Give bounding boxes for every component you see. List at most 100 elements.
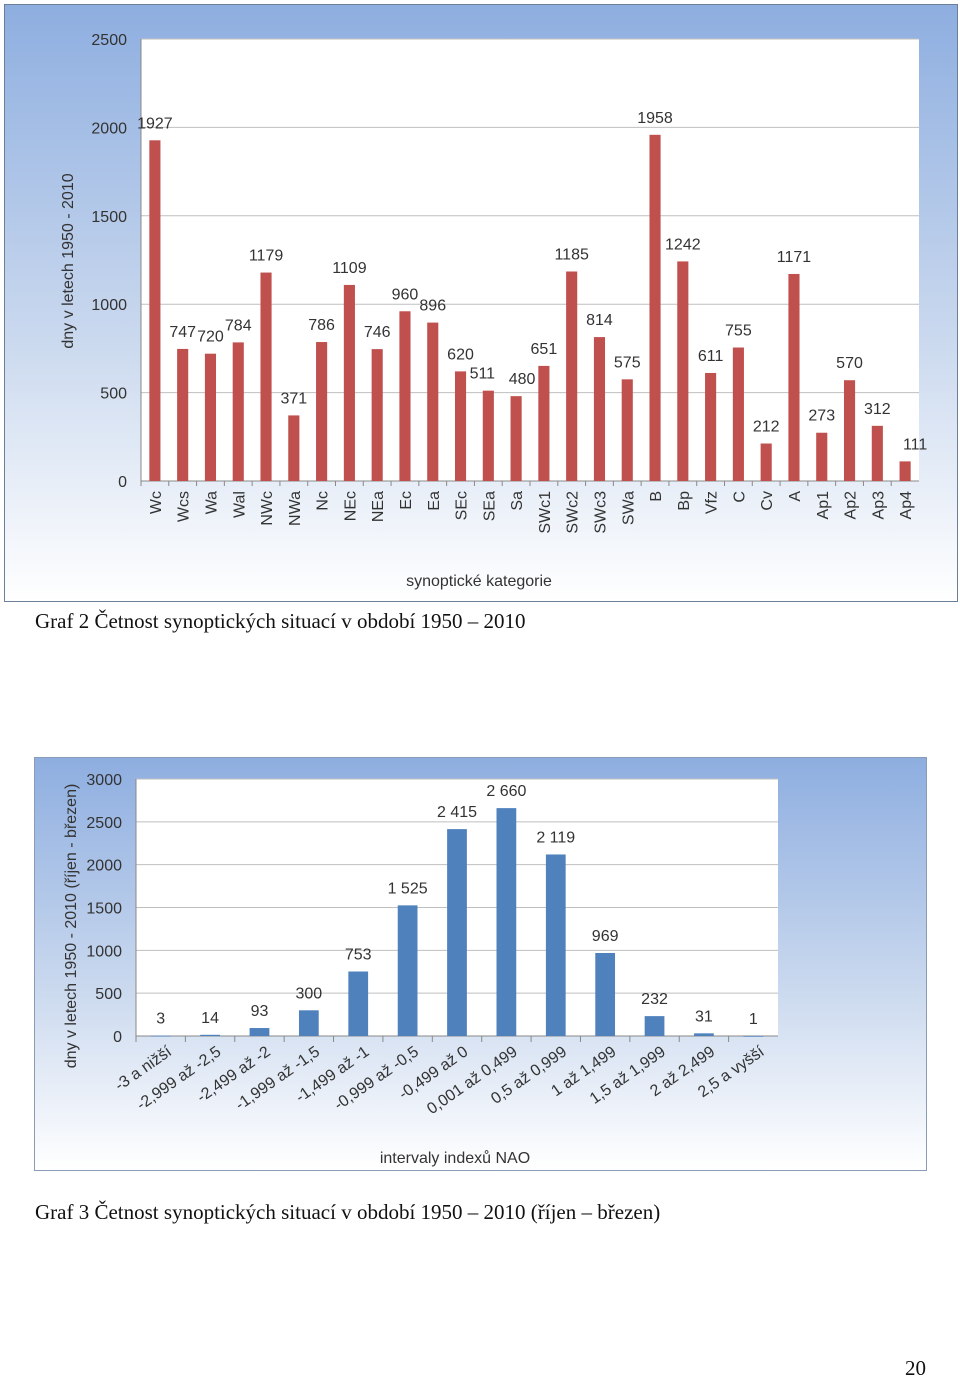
nao-index-chart: 0 500 1000 1500 2000 2500 3000 3 14 93 300 753 1 52… [34, 757, 927, 1171]
data-label: 480 [509, 371, 536, 388]
y-tick-label: 2000 [91, 120, 127, 137]
bar [427, 322, 439, 481]
data-label: 31 [695, 1008, 713, 1025]
bar [482, 390, 494, 481]
data-label: 814 [586, 312, 613, 329]
bar [260, 272, 272, 481]
data-label: 1171 [777, 249, 812, 266]
y-tick-label: 2500 [86, 815, 122, 832]
x-tick-label: Wal [231, 491, 248, 518]
chart-svg-nao: 0 500 1000 1500 2000 2500 3000 3 14 93 300 753 1 52… [35, 758, 926, 1170]
x-tick-label: Ap4 [898, 491, 915, 520]
x-tick-label: Ap3 [870, 491, 887, 520]
x-tick-label: Ap2 [843, 491, 860, 520]
data-label: 784 [225, 317, 252, 334]
bar [298, 1010, 319, 1036]
bar [694, 1033, 714, 1036]
data-label: 93 [251, 1003, 269, 1020]
data-label: 575 [614, 354, 641, 371]
data-label: 755 [725, 323, 752, 340]
bar [149, 140, 161, 481]
y-tick-label: 1500 [86, 901, 122, 918]
y-tick-label: 500 [95, 986, 122, 1003]
x-tick-label: A [787, 491, 804, 502]
x-tick-label: Wc [148, 491, 165, 514]
bar [843, 380, 856, 481]
y-tick-label: 2000 [86, 858, 122, 875]
data-label: 896 [419, 298, 446, 315]
data-label: 2 415 [437, 804, 477, 821]
bar [496, 808, 517, 1036]
bar [249, 1028, 270, 1036]
data-label: 232 [641, 991, 668, 1008]
y-tick-label: 1500 [91, 209, 127, 226]
page-number: 20 [905, 1356, 926, 1380]
data-label: 1 [749, 1011, 758, 1028]
x-tick-label: SEc [454, 491, 471, 520]
data-label: 1185 [554, 246, 589, 263]
bar [316, 342, 328, 481]
y-tick-label: 500 [100, 386, 127, 403]
data-label: 14 [201, 1010, 219, 1027]
bar [595, 952, 616, 1036]
bar [899, 461, 911, 481]
data-label: 1179 [249, 248, 284, 265]
bar [649, 134, 661, 481]
data-label: 511 [470, 366, 496, 383]
bar [593, 337, 606, 481]
y-tick-label: 3000 [86, 772, 122, 789]
x-tick-label: SWc3 [592, 491, 609, 534]
data-label: 312 [864, 401, 891, 418]
x-tick-label: Ea [426, 491, 443, 511]
x-tick-label: NEa [370, 491, 387, 522]
data-label: 300 [295, 985, 322, 1002]
data-label: 371 [280, 390, 307, 407]
x-tick-label: SWa [620, 491, 637, 525]
x-tick-label: C [731, 491, 748, 503]
data-label: 969 [592, 928, 619, 945]
bar [732, 347, 744, 481]
data-label: 611 [698, 348, 724, 365]
data-label: 2 119 [536, 829, 575, 846]
data-label: 747 [169, 324, 196, 341]
x-tick-label: Ap1 [815, 491, 832, 520]
bar [348, 971, 369, 1036]
bar [644, 1016, 665, 1036]
data-label: 3 [156, 1011, 165, 1028]
x-tick-label: NEc [342, 491, 359, 521]
bar [566, 271, 578, 481]
x-tick-label: Wa [203, 491, 220, 515]
synoptic-frequency-chart: 0 500 1000 1500 2000 2500 1927 747 720 784 1179 37… [4, 4, 958, 602]
bar [621, 379, 633, 481]
data-label: 651 [531, 341, 558, 358]
x-tick-label: NWa [287, 491, 304, 526]
y-tick-label: 0 [118, 474, 127, 491]
data-label: 786 [308, 317, 335, 334]
x-tick-label: Sa [509, 491, 526, 511]
x-tick-label: SEa [481, 491, 498, 521]
data-label: 620 [447, 346, 474, 363]
bar [538, 365, 550, 481]
bar [177, 348, 189, 481]
bar [232, 342, 244, 481]
x-tick-label: Vfz [704, 491, 721, 514]
bar [760, 443, 772, 481]
data-label: 1109 [332, 260, 367, 277]
y-tick-label: 1000 [86, 943, 122, 960]
data-label: 2 660 [486, 783, 526, 800]
x-tick-label: Nc [315, 491, 332, 511]
data-label: 1927 [137, 115, 173, 132]
y-tick-label: 0 [113, 1029, 122, 1046]
figure-caption-graph3: Graf 3 Četnost synoptických situací v ob… [35, 1200, 661, 1224]
x-tick-label: SWc2 [565, 491, 582, 534]
bar [788, 273, 800, 481]
bar [397, 905, 418, 1036]
x-tick-label: Ec [398, 491, 415, 510]
data-label: 570 [836, 355, 863, 372]
x-tick-label: Wcs [176, 491, 193, 522]
x-tick-label: B [648, 491, 665, 502]
y-axis-title: dny v letech 1950 - 2010 [60, 173, 77, 348]
data-label: 720 [197, 329, 224, 346]
data-label: 960 [392, 286, 419, 303]
y-tick-label: 2500 [91, 32, 127, 49]
